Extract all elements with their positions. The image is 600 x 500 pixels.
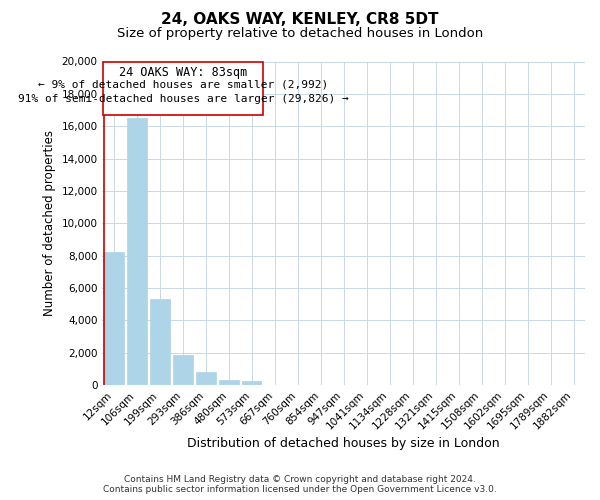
- Text: 91% of semi-detached houses are larger (29,826) →: 91% of semi-detached houses are larger (…: [18, 94, 349, 104]
- Y-axis label: Number of detached properties: Number of detached properties: [43, 130, 56, 316]
- FancyBboxPatch shape: [103, 62, 263, 115]
- Text: ← 9% of detached houses are smaller (2,992): ← 9% of detached houses are smaller (2,9…: [38, 80, 328, 90]
- Bar: [173, 355, 193, 385]
- Text: 24 OAKS WAY: 83sqm: 24 OAKS WAY: 83sqm: [119, 66, 247, 80]
- Bar: [242, 381, 262, 385]
- Text: Size of property relative to detached houses in London: Size of property relative to detached ho…: [117, 28, 483, 40]
- Text: 24, OAKS WAY, KENLEY, CR8 5DT: 24, OAKS WAY, KENLEY, CR8 5DT: [161, 12, 439, 28]
- Bar: [150, 300, 170, 385]
- Bar: [196, 372, 215, 385]
- Bar: [219, 380, 239, 385]
- Bar: [104, 252, 124, 385]
- X-axis label: Distribution of detached houses by size in London: Distribution of detached houses by size …: [187, 437, 500, 450]
- Bar: [127, 118, 146, 385]
- Text: Contains HM Land Registry data © Crown copyright and database right 2024.
Contai: Contains HM Land Registry data © Crown c…: [103, 474, 497, 494]
